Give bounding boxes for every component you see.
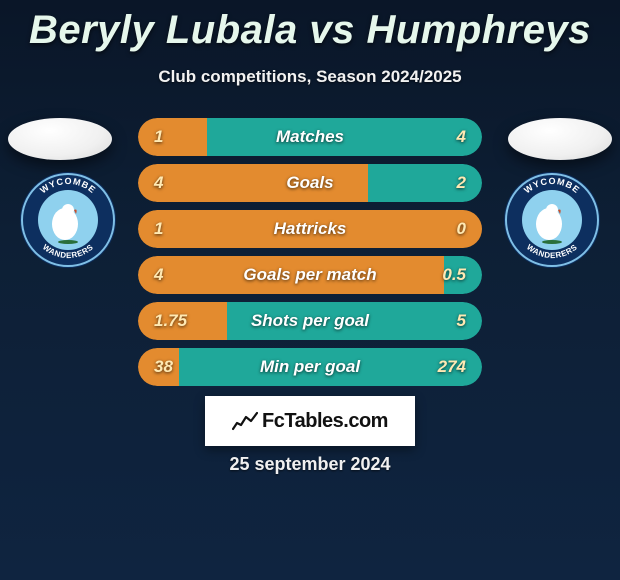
stat-label: Shots per goal [138, 311, 482, 331]
stat-row: 38274Min per goal [138, 348, 482, 386]
stat-row: 14Matches [138, 118, 482, 156]
stat-label: Hattricks [138, 219, 482, 239]
stat-row: 10Hattricks [138, 210, 482, 248]
fctables-watermark: FcTables.com [205, 396, 415, 446]
subtitle: Club competitions, Season 2024/2025 [0, 67, 620, 87]
stat-label: Goals per match [138, 265, 482, 285]
date-label: 25 september 2024 [0, 454, 620, 475]
club-badge-left: WYCOMBE WANDERERS [18, 170, 118, 270]
stat-label: Matches [138, 127, 482, 147]
page-title: Beryly Lubala vs Humphreys [0, 0, 620, 53]
fctables-icon [232, 411, 258, 431]
stat-row: 42Goals [138, 164, 482, 202]
stats-container: 14Matches 42Goals 10Hattricks 40.5Goals per… [138, 118, 482, 394]
player-right-avatar [508, 118, 612, 160]
stat-label: Goals [138, 173, 482, 193]
club-badge-right: WYCOMBE WANDERERS [502, 170, 602, 270]
stat-row: 1.755Shots per goal [138, 302, 482, 340]
stat-row: 40.5Goals per match [138, 256, 482, 294]
player-left-avatar [8, 118, 112, 160]
stat-label: Min per goal [138, 357, 482, 377]
fctables-label: FcTables.com [262, 410, 388, 433]
